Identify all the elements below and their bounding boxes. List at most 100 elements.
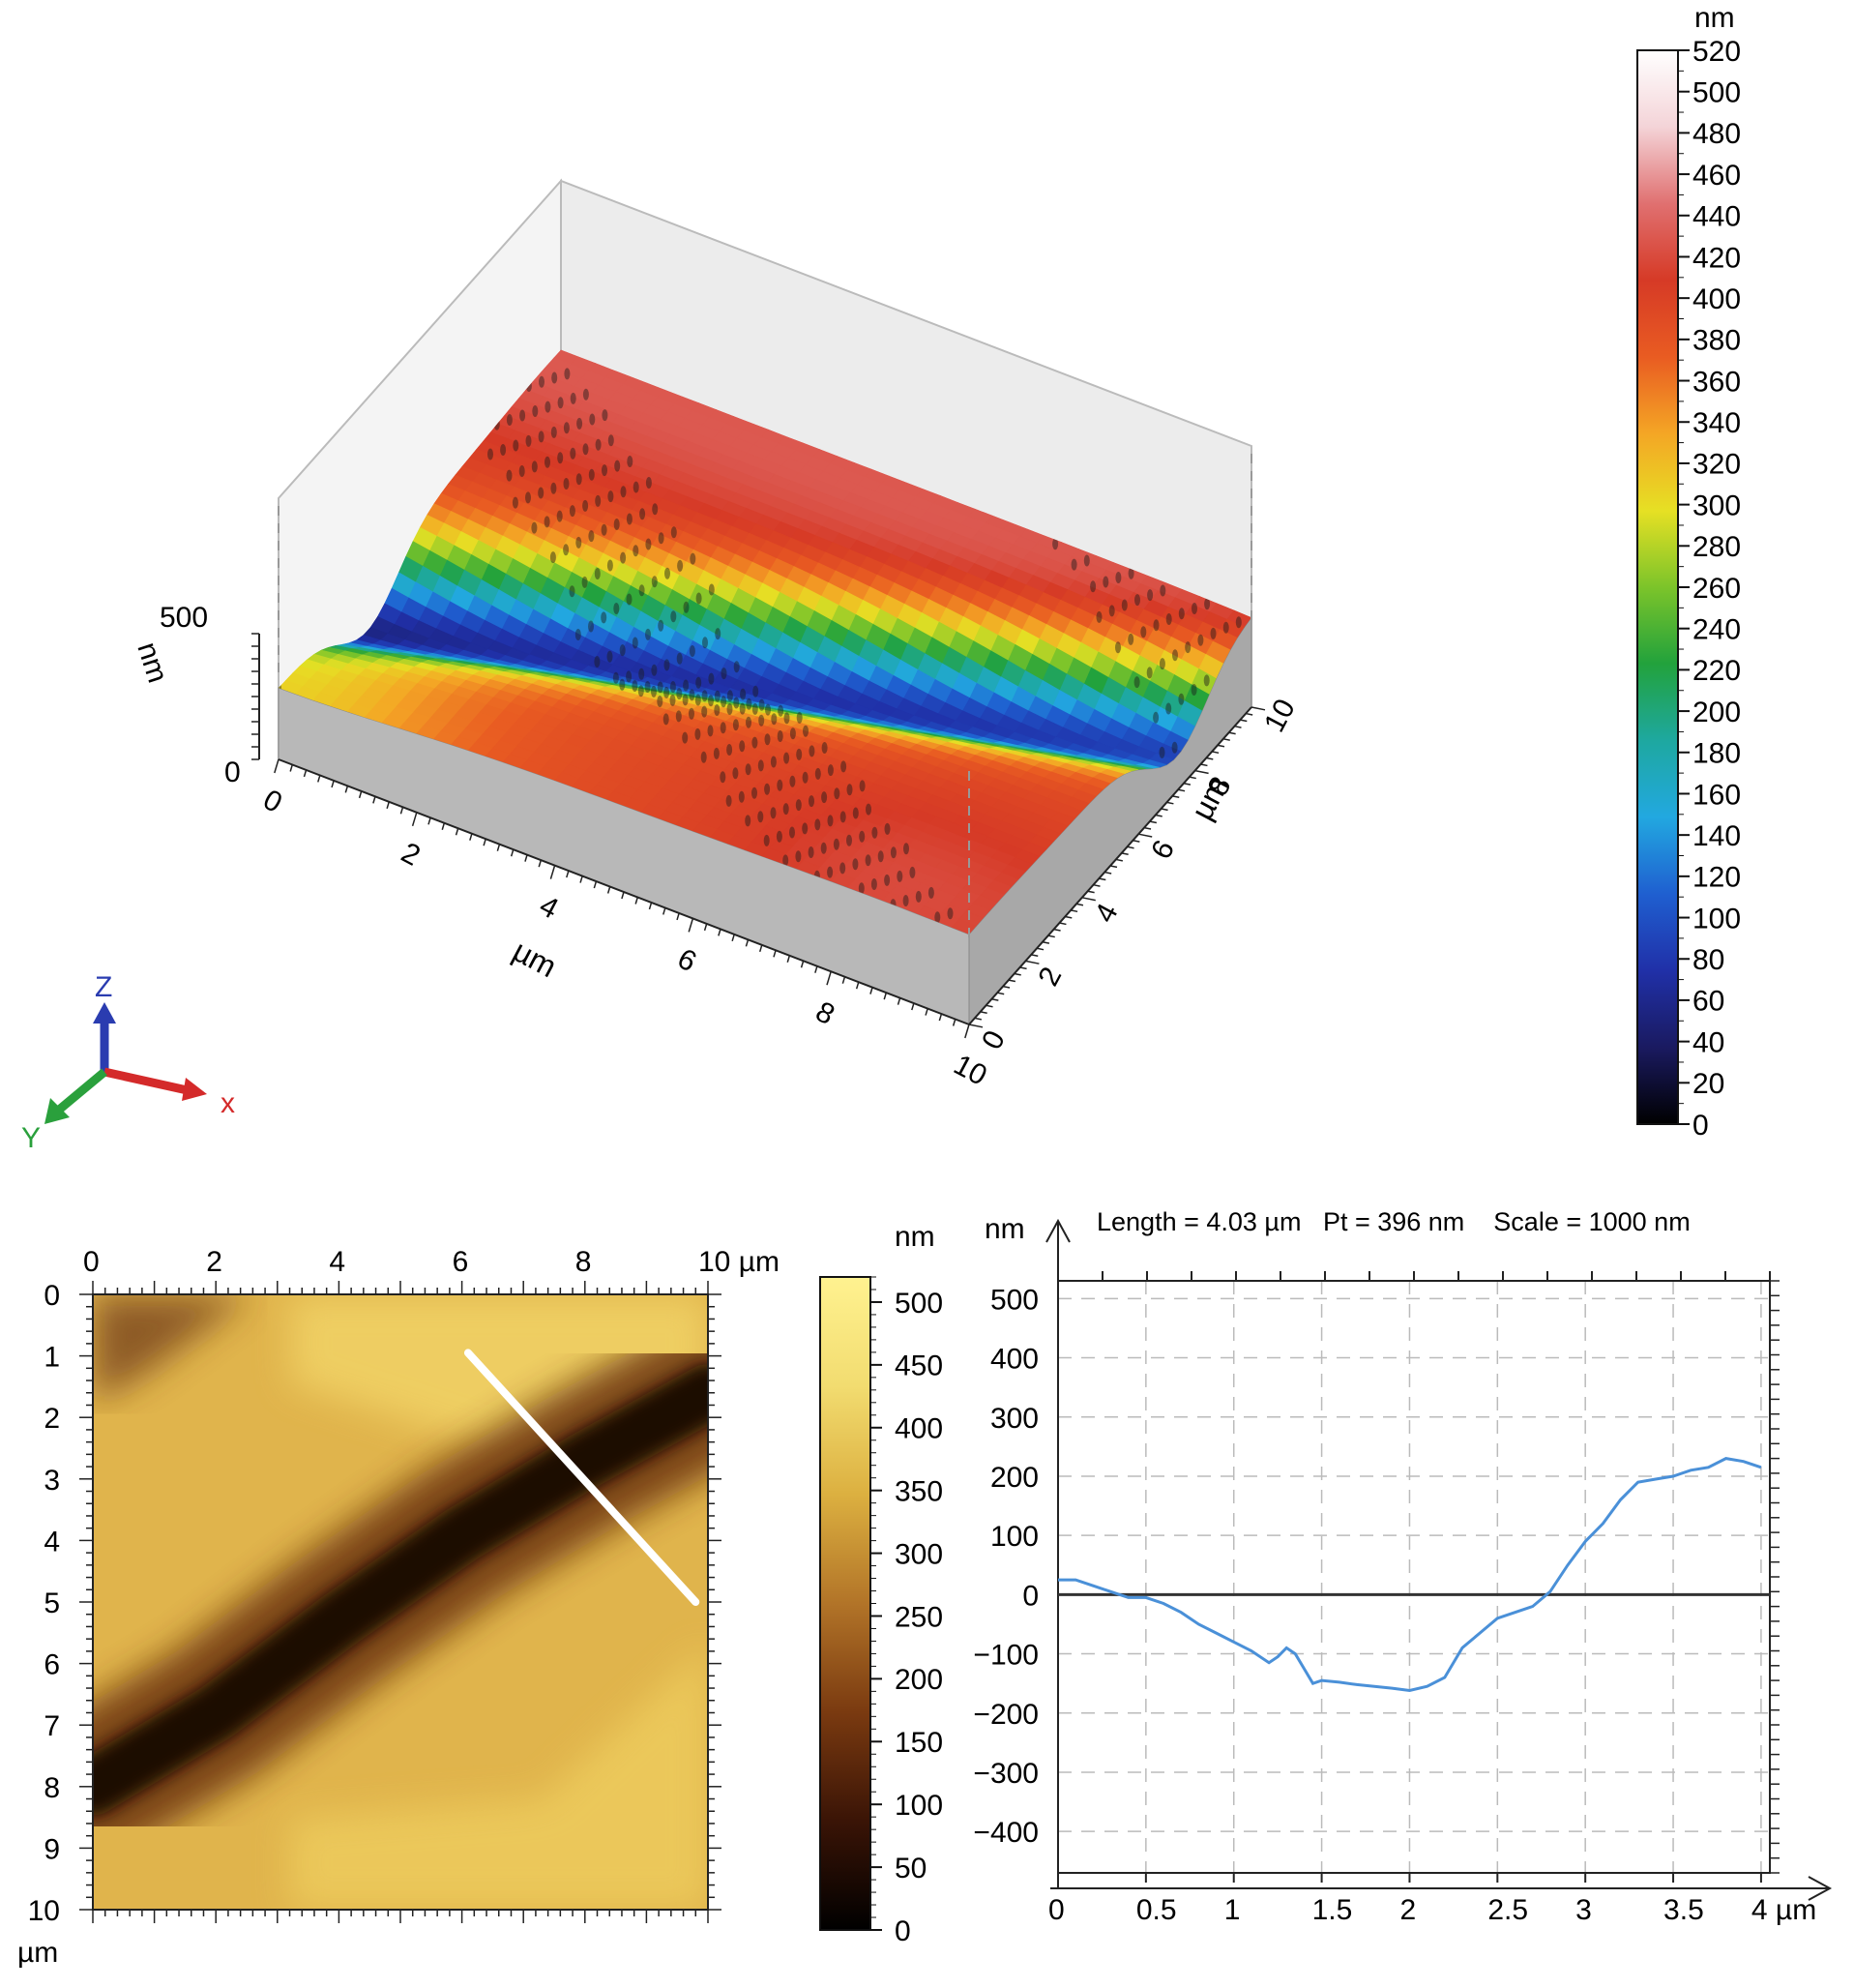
z-axis-tick-label: 500 — [160, 602, 208, 634]
colorbar-tick-label: 340 — [1692, 407, 1741, 439]
profile-x-tick-label: 2 — [1399, 1894, 1416, 1926]
map-y-tick-label: 5 — [44, 1587, 60, 1619]
surface-pit — [1159, 658, 1165, 670]
y-axis-unit-label: µm — [1184, 771, 1235, 826]
surface-pit — [738, 790, 745, 803]
y-axis-tick-label: 2 — [1032, 962, 1068, 991]
colorbar-tick-label: 80 — [1692, 944, 1724, 976]
colorbar-tick-label: 220 — [1692, 655, 1741, 687]
surface-pit — [595, 438, 602, 451]
colorbar-rainbow-bar — [1636, 49, 1679, 1125]
x-axis-tick — [441, 822, 446, 830]
surface-pit — [1222, 621, 1229, 634]
surface-pit — [1133, 676, 1140, 689]
y-axis-tick — [1109, 865, 1118, 869]
y-axis-tick — [1104, 871, 1112, 875]
surface-pit — [695, 676, 702, 689]
y-axis-tick — [1189, 776, 1196, 780]
surface-pit — [1128, 567, 1134, 579]
y-axis-tick-label: 6 — [1145, 835, 1181, 864]
x-axis-tick — [372, 796, 376, 804]
surface-pit — [739, 740, 746, 753]
surface-pit — [518, 465, 525, 477]
x-axis-tick — [814, 965, 818, 973]
y-axis-tick — [1183, 782, 1192, 786]
surface-pit — [714, 690, 721, 702]
y-axis-tick-label: 10 — [1258, 694, 1302, 737]
y-axis-tick — [1025, 960, 1040, 964]
map-y-tick-label: 6 — [44, 1649, 60, 1681]
x-axis-tick — [411, 812, 418, 827]
surface-pit — [539, 375, 544, 388]
y-axis-tick — [1031, 954, 1039, 957]
surface-pit — [902, 895, 909, 906]
surface-pit — [713, 747, 720, 759]
z-axis-tick-label: 0 — [224, 757, 241, 788]
surface-pit — [564, 368, 571, 380]
profile-y-arrowhead — [1045, 1218, 1071, 1243]
surface-pit — [602, 464, 607, 477]
surface-pit — [512, 496, 518, 509]
colorbar-tick-label: 160 — [1692, 779, 1741, 811]
height-map-panel: 0 2 4 6 8 10 µm 0 1 2 3 4 5 6 7 8 9 10 µm — [17, 1246, 780, 1969]
y-axis-tick — [1036, 947, 1045, 951]
colorbar-tick-label: 180 — [1692, 738, 1741, 770]
surface-pit — [866, 803, 871, 816]
colorbar-tick-label: 40 — [1692, 1026, 1724, 1058]
x-axis-tick — [427, 817, 431, 825]
surface-pit — [627, 456, 633, 467]
surface-pit — [683, 601, 690, 613]
surface-pit — [575, 473, 582, 486]
surface-pit — [877, 850, 884, 863]
colorbar-tick-label: 320 — [1692, 449, 1741, 481]
surface-pit — [689, 707, 694, 720]
x-axis-tick — [800, 961, 805, 968]
surface-pit — [770, 756, 777, 768]
profile-y-tick-label: 0 — [1022, 1580, 1039, 1612]
surface-pit — [1165, 613, 1172, 625]
x-axis-tick — [662, 907, 666, 915]
colorbar-rainbow: nm 5205004804604404204003803603403203002… — [1636, 2, 1741, 1142]
y-axis-tick — [1133, 840, 1140, 843]
x-axis-tick — [718, 929, 721, 936]
surface-pit — [1235, 616, 1242, 629]
y-axis-tick — [1177, 788, 1186, 792]
surface-pit — [757, 759, 764, 772]
x-axis-tick — [634, 897, 638, 905]
y-axis-tick — [1217, 744, 1225, 748]
surface-pit — [626, 513, 633, 525]
surface-pit — [783, 712, 790, 725]
surface-pit — [1153, 619, 1160, 632]
x-axis-tick — [826, 970, 832, 986]
y-axis-tick — [980, 1011, 987, 1015]
surface-pit — [544, 456, 550, 468]
surface-pit — [814, 767, 821, 780]
surface-pit — [582, 443, 589, 456]
surface-pit — [739, 702, 746, 715]
colorbar-tick-label: 100 — [1692, 903, 1741, 935]
colorbar-tick-label: 500 — [895, 1288, 943, 1320]
surface-pit — [763, 834, 770, 846]
surface-pit — [720, 722, 726, 734]
surface-pit — [795, 850, 802, 863]
surface-side-right — [968, 615, 1252, 1026]
surface-pit — [549, 551, 556, 564]
surface-pit — [675, 710, 682, 723]
surface-pit — [1140, 626, 1147, 638]
colorbar-tick-label: 480 — [1692, 118, 1741, 150]
profile-frame — [1057, 1280, 1771, 1874]
surface-pit — [676, 688, 683, 700]
surface-pit — [1096, 610, 1103, 623]
x-axis-unit-label: µm — [508, 933, 563, 984]
colorbar-tick-label: 0 — [1692, 1110, 1709, 1142]
x-axis-tick — [331, 780, 335, 788]
surface-pit — [802, 822, 809, 835]
surface-pit — [1153, 711, 1160, 724]
colorbar-tick-label: 360 — [1692, 366, 1741, 398]
surface-pit — [751, 702, 758, 715]
surface-pit — [726, 703, 733, 715]
surface-pit — [669, 681, 676, 693]
surface-pit — [758, 714, 765, 727]
surface-pit — [751, 736, 758, 749]
x-axis-tick — [883, 992, 888, 1000]
